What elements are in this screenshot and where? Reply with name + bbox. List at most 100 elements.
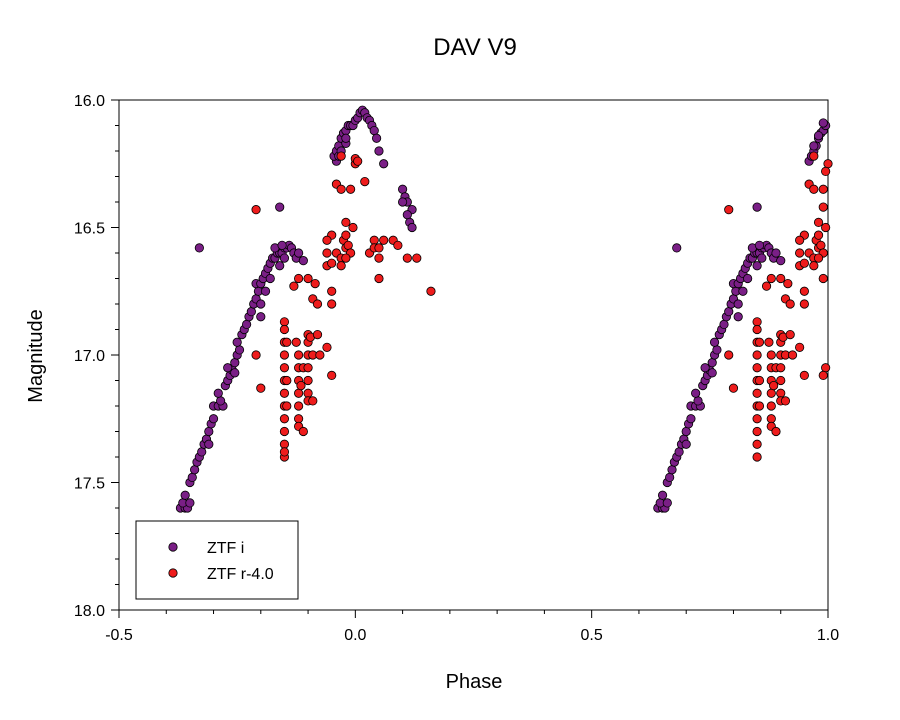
data-point [279, 253, 290, 263]
data-point [776, 388, 786, 398]
data-point [752, 439, 762, 449]
data-point [662, 498, 672, 508]
series-ztf-r [251, 151, 833, 462]
data-point [776, 375, 786, 386]
data-point [681, 439, 691, 449]
data-point [766, 401, 776, 411]
data-point [341, 253, 351, 263]
data-point [279, 388, 290, 398]
data-point [294, 388, 304, 398]
data-point [374, 253, 384, 263]
data-point [374, 243, 384, 253]
data-point [752, 317, 762, 327]
data-point [327, 370, 337, 380]
data-point [776, 363, 786, 373]
data-point [282, 337, 292, 347]
x-axis-label: Phase [446, 671, 503, 693]
data-point [336, 151, 346, 161]
legend-marker [168, 542, 178, 552]
data-point [315, 350, 325, 360]
data-point [785, 329, 795, 340]
data-point [294, 273, 304, 284]
data-point [275, 202, 285, 212]
data-point [754, 337, 765, 347]
data-point [353, 156, 363, 166]
data-point [752, 324, 762, 335]
y-tick-label: 17.5 [74, 476, 105, 493]
data-point [232, 337, 242, 347]
data-point [341, 217, 351, 227]
data-point [279, 350, 290, 360]
data-point [275, 261, 285, 271]
data-point [256, 299, 266, 309]
data-point [308, 396, 318, 406]
data-point [667, 465, 677, 475]
data-point [360, 177, 370, 187]
data-point [296, 380, 306, 391]
data-point [724, 350, 734, 360]
data-point [816, 240, 826, 250]
data-point [752, 202, 762, 212]
data-point [700, 363, 710, 373]
data-point [771, 426, 781, 437]
data-point [341, 230, 351, 240]
data-point [776, 256, 786, 266]
data-point [813, 253, 824, 263]
data-point [766, 414, 776, 424]
chart-title: DAV V9 [433, 34, 517, 61]
data-point [277, 240, 287, 250]
legend-box [135, 520, 299, 600]
data-point [754, 375, 765, 386]
data-point [369, 235, 379, 245]
legend-marker [168, 568, 178, 578]
data-point [402, 210, 412, 220]
data-point [407, 222, 417, 233]
y-tick-label: 18.0 [74, 603, 105, 620]
data-point [813, 230, 824, 240]
data-point [754, 401, 765, 411]
data-point [369, 126, 379, 136]
data-point [795, 235, 805, 245]
data-point [204, 439, 214, 449]
data-point [719, 319, 729, 329]
data-point [303, 363, 313, 373]
data-point [665, 472, 675, 482]
data-point [393, 240, 403, 250]
data-point [766, 273, 776, 284]
data-point [260, 286, 271, 296]
data-point [279, 317, 290, 327]
data-point [799, 286, 809, 296]
data-point [291, 337, 301, 347]
data-point [412, 253, 422, 263]
data-point [298, 256, 308, 266]
data-point [230, 368, 240, 378]
data-point [818, 370, 828, 380]
data-point [818, 202, 828, 212]
data-point [733, 299, 743, 309]
data-point [279, 324, 290, 335]
data-point [707, 368, 717, 378]
data-point [724, 307, 734, 317]
data-point [743, 273, 753, 284]
x-tick-label: 0.5 [581, 627, 603, 644]
data-point [279, 414, 290, 424]
axis-ticks: -0.5 0.0 0.5 1.0 16.0 16.5 17.0 17.5 18.0 [74, 93, 839, 644]
data-point [766, 350, 776, 360]
data-point [787, 350, 798, 360]
data-point [256, 383, 266, 393]
data-point [402, 253, 412, 263]
data-point [303, 388, 313, 398]
data-point [752, 452, 762, 462]
data-point [674, 447, 684, 457]
data-point [752, 261, 762, 271]
data-point [216, 396, 226, 406]
data-point [223, 363, 233, 373]
data-point [681, 426, 691, 437]
data-point [809, 184, 819, 194]
data-point [771, 248, 781, 258]
data-point [327, 299, 337, 309]
data-point [809, 141, 819, 151]
data-point [204, 426, 214, 437]
